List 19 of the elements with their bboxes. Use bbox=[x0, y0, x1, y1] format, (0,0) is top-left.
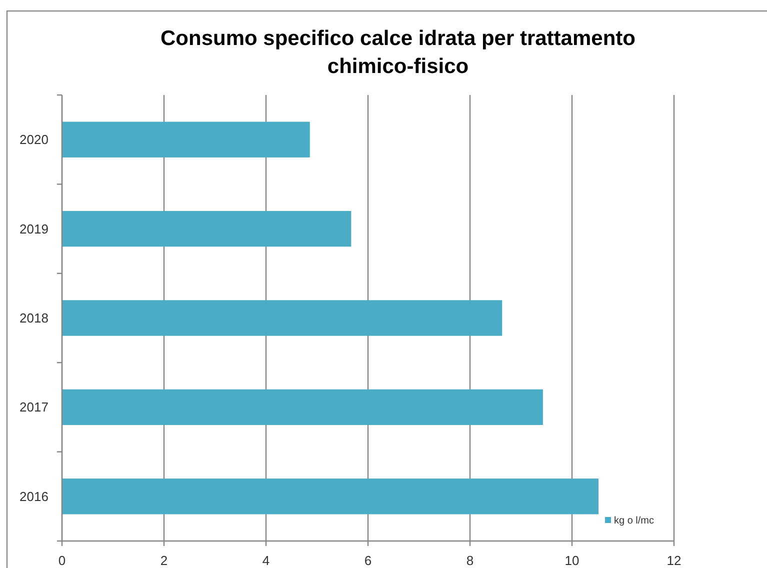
x-tick-label: 6 bbox=[364, 553, 372, 568]
chart-title: Consumo specifico calce idrata per trattamento chimico-fisico bbox=[160, 27, 636, 78]
bar bbox=[62, 210, 352, 247]
bar bbox=[62, 122, 310, 158]
bar bbox=[62, 389, 543, 426]
y-tick-label: 2017 bbox=[20, 400, 48, 415]
bar bbox=[62, 300, 502, 336]
bar bbox=[62, 478, 599, 514]
x-tick-label: 12 bbox=[666, 553, 682, 568]
x-tick-label: 0 bbox=[58, 553, 66, 568]
y-tick-label: 2018 bbox=[20, 310, 48, 326]
y-tick-label: 2019 bbox=[20, 221, 48, 236]
legend-label: kg o l/mc bbox=[614, 516, 654, 526]
x-tick-label: 10 bbox=[564, 553, 580, 568]
x-tick-label: 4 bbox=[262, 553, 270, 568]
y-tick-label: 2020 bbox=[20, 132, 48, 148]
x-tick-label: 8 bbox=[466, 553, 474, 568]
y-tick-label: 2016 bbox=[20, 488, 48, 504]
x-tick-label: 2 bbox=[160, 553, 168, 568]
